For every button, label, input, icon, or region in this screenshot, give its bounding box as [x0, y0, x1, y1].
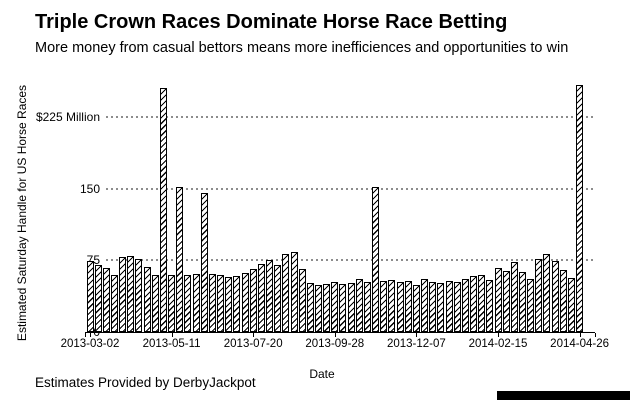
- bar: [274, 265, 282, 332]
- x-tick-label: 2013-12-07: [386, 338, 446, 350]
- bar: [266, 260, 274, 332]
- bar: [298, 268, 306, 332]
- bar: [282, 253, 290, 332]
- credit-text: Estimates Provided by DerbyJackpot: [35, 375, 256, 390]
- bar: [192, 273, 200, 332]
- bar: [159, 88, 167, 332]
- bar: [543, 253, 551, 332]
- bar: [535, 259, 543, 332]
- bar: [470, 275, 478, 332]
- bar: [184, 274, 192, 332]
- axis-tick: [253, 333, 255, 337]
- axis-tick: [416, 333, 418, 337]
- bar: [102, 267, 110, 332]
- bar: [257, 264, 265, 332]
- bar: [518, 271, 526, 332]
- bar: [339, 284, 347, 332]
- y-axis-title: Estimated Saturday Handle for US Horse R…: [15, 84, 29, 342]
- axis-tick: [579, 333, 581, 337]
- bar: [502, 270, 510, 332]
- bar: [576, 85, 584, 332]
- bar: [314, 285, 322, 332]
- bar: [168, 274, 176, 332]
- chart-subtitle: More money from casual bettors means mor…: [35, 40, 569, 56]
- x-axis-line: [85, 332, 595, 333]
- bar: [208, 273, 216, 332]
- bar: [151, 274, 159, 332]
- y-tick-label: $225 Million: [35, 109, 100, 124]
- bar: [567, 278, 575, 332]
- axis-tick: [90, 333, 91, 337]
- bar: [323, 284, 331, 332]
- bar: [461, 279, 469, 332]
- bar: [372, 186, 380, 332]
- bar: [331, 282, 339, 332]
- x-tick-label: 2014-04-26: [550, 338, 609, 350]
- bar: [110, 274, 118, 332]
- gridline: [106, 259, 595, 262]
- bar: [404, 281, 412, 332]
- bar: [412, 285, 420, 332]
- y-tick-label: 150: [79, 181, 100, 196]
- bar: [127, 255, 135, 332]
- x-axis-title: Date: [309, 367, 335, 381]
- axis-tick: [334, 333, 336, 337]
- bar: [94, 265, 102, 332]
- x-tick-label: 2013-03-02: [60, 338, 120, 350]
- gridline: [106, 115, 595, 118]
- bar: [437, 283, 445, 332]
- screen-artifact-bar: [497, 391, 630, 400]
- bar: [119, 257, 127, 332]
- bar: [217, 274, 225, 332]
- bar: [494, 267, 502, 332]
- gridline: [106, 187, 595, 190]
- bar: [510, 262, 518, 332]
- bar: [241, 272, 249, 332]
- bar: [249, 268, 257, 332]
- bar: [396, 282, 404, 332]
- chart-title: Triple Crown Races Dominate Horse Race B…: [35, 11, 508, 33]
- bar: [347, 283, 355, 332]
- bar: [225, 276, 233, 332]
- bar: [143, 266, 151, 332]
- bar: [527, 279, 535, 332]
- bar: [445, 281, 453, 332]
- axis-tick: [85, 333, 86, 337]
- bar: [233, 275, 241, 332]
- bar: [478, 274, 486, 332]
- bar: [176, 186, 184, 332]
- bar: [421, 279, 429, 332]
- bar: [559, 269, 567, 332]
- x-tick-label: 2013-07-20: [223, 338, 283, 350]
- bar: [86, 261, 94, 332]
- bar: [429, 282, 437, 332]
- bar: [135, 259, 143, 332]
- bar: [200, 193, 208, 332]
- bar: [486, 280, 494, 332]
- axis-tick: [171, 333, 173, 337]
- x-tick-label: 2013-09-28: [305, 338, 365, 350]
- bar: [453, 282, 461, 332]
- bar: [290, 251, 298, 332]
- x-tick-label: 2013-05-11: [142, 338, 201, 350]
- bar: [355, 279, 363, 332]
- axis-tick: [595, 333, 596, 337]
- bar: [551, 261, 559, 332]
- bar: [363, 282, 371, 332]
- x-tick-label: 2014-02-15: [468, 338, 528, 350]
- bar: [306, 283, 314, 332]
- bar: [388, 280, 396, 332]
- axis-tick: [498, 333, 499, 337]
- bar: [380, 281, 388, 332]
